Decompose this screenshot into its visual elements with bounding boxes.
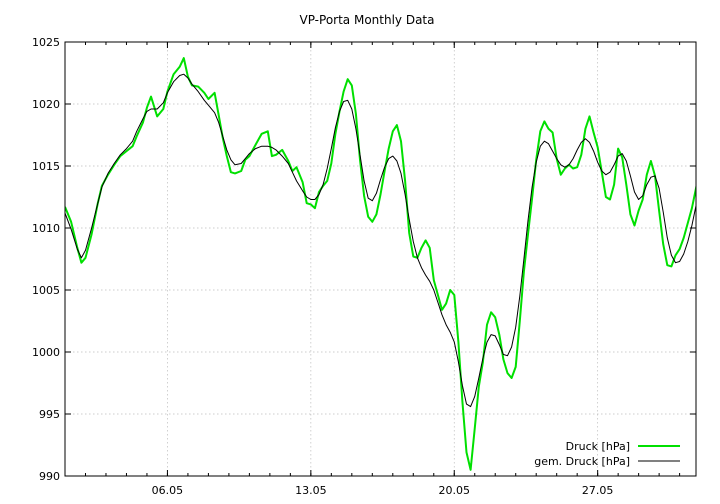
y-tick-label: 1005 [32, 284, 60, 297]
axes: 990 995 1000 1005 1010 1015 1020 1025 06.05 13.05… [32, 36, 697, 497]
y-tick-label: 1010 [32, 222, 60, 235]
y-tick-label: 995 [39, 408, 60, 421]
y-tick-label: 1025 [32, 36, 60, 49]
legend-label: Druck [hPa] [566, 440, 630, 453]
legend: Druck [hPa] gem. Druck [hPa] [534, 440, 680, 468]
x-tick-label: 20.05 [439, 484, 471, 497]
legend-label: gem. Druck [hPa] [534, 455, 630, 468]
series-druck-line [65, 57, 696, 471]
x-tick-label: 27.05 [582, 484, 614, 497]
chart-title: VP-Porta Monthly Data [300, 13, 435, 27]
grid [65, 42, 696, 476]
x-tick-label: 06.05 [152, 484, 184, 497]
y-tick-label: 990 [39, 470, 60, 483]
series-gem-druck-line [65, 73, 696, 408]
y-tick-label: 1020 [32, 98, 60, 111]
plot-frame [64, 41, 697, 477]
y-tick-label: 1015 [32, 160, 60, 173]
series-layer [65, 57, 696, 471]
x-tick-label: 13.05 [295, 484, 327, 497]
y-tick-label: 1000 [32, 346, 60, 359]
